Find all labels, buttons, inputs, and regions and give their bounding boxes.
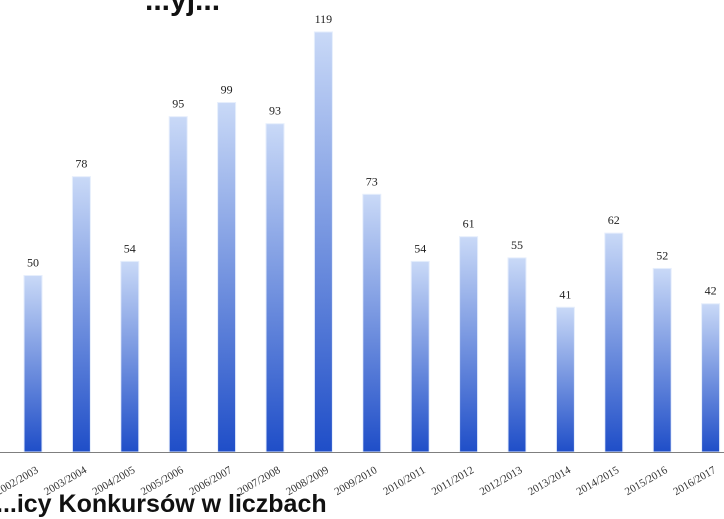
data-label: 54 [414, 241, 426, 255]
data-label: 42 [705, 284, 717, 298]
x-tick-label: 2011/2012 [430, 464, 476, 498]
x-tick-label: 2015/2016 [623, 464, 670, 498]
bar-2009/2010 [362, 193, 382, 453]
partial-heading-bottom: ...icy Konkursów w liczbach [0, 490, 327, 518]
x-tick-label: 2010/2011 [381, 464, 427, 498]
data-label: 55 [511, 238, 523, 252]
bar-2013/2014 [555, 306, 575, 453]
data-labels: 50 78 54 95 99 93 119 73 54 61 55 41 62 52 42 [27, 12, 717, 301]
partial-heading-top: ...yj... [145, 0, 221, 17]
data-label: 62 [608, 213, 620, 227]
data-label: 50 [27, 256, 39, 270]
x-tick-label: 2009/2010 [333, 464, 380, 498]
bar-2008/2009 [313, 31, 333, 453]
data-label: 54 [124, 241, 136, 255]
bar-2015/2016 [652, 267, 672, 453]
bar-2007/2008 [265, 123, 285, 453]
bar-2005/2006 [168, 116, 188, 453]
x-tick-label: 2012/2013 [478, 464, 525, 498]
x-tick-label: 2016/2017 [671, 464, 718, 498]
data-label: 99 [221, 83, 233, 97]
data-label: 61 [463, 217, 475, 231]
bar-2010/2011 [410, 260, 430, 453]
bar-2002/2003 [23, 275, 43, 453]
data-label: 41 [559, 287, 571, 301]
bar-2014/2015 [604, 232, 624, 453]
bar-2003/2004 [71, 176, 91, 453]
data-label: 73 [366, 174, 378, 188]
bar-series [23, 31, 721, 453]
bar-2016/2017 [701, 303, 721, 453]
data-label: 93 [269, 104, 281, 118]
x-tick-label: 2014/2015 [575, 464, 622, 498]
data-label: 95 [172, 97, 184, 111]
bar-2006/2007 [217, 102, 237, 453]
x-tick-label: 2013/2014 [526, 464, 573, 498]
data-label: 52 [656, 248, 668, 262]
bar-2004/2005 [120, 260, 140, 453]
bar-2011/2012 [459, 236, 479, 453]
bar-2012/2013 [507, 257, 527, 453]
data-label: 78 [75, 157, 87, 171]
data-label: 119 [315, 12, 333, 26]
